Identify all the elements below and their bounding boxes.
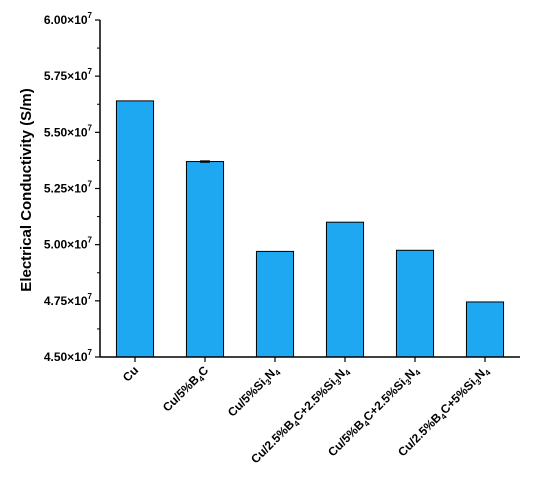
bar-5 — [395, 249, 435, 358]
bar-4 — [325, 221, 365, 358]
x-category-label-3: Cu/5%Si3N4 — [225, 363, 283, 421]
y-tick-label: 5.25×107 — [44, 180, 93, 196]
y-tick-label: 4.50×107 — [44, 348, 93, 364]
y-axis-title: Electrical Conductivity (S/m) — [18, 88, 35, 291]
axes-layer — [99, 20, 520, 358]
bar-1 — [115, 100, 155, 358]
y-tick-label: 5.75×107 — [44, 67, 93, 83]
y-ticks: 4.50×107 4.75×107 5.00×107 5.25×107 5.50×107… — [44, 11, 100, 364]
x-category-labels: Cu Cu/5%B4CCu/5%Si3N4Cu/2.5%B4C+2.5%Si3N4… — [120, 357, 493, 466]
bar-6 — [465, 301, 505, 358]
y-tick-label: 4.75×107 — [44, 292, 93, 308]
x-category-label-1: Cu — [120, 363, 141, 384]
bar-2 — [185, 161, 225, 358]
x-category-label-2: Cu/5%B4C — [160, 363, 213, 416]
y-tick-label: 6.00×107 — [44, 11, 93, 27]
y-tick-label: 5.00×107 — [44, 236, 93, 252]
bars-layer — [115, 100, 505, 358]
bar-3 — [255, 250, 295, 358]
y-tick-label: 5.50×107 — [44, 123, 93, 139]
